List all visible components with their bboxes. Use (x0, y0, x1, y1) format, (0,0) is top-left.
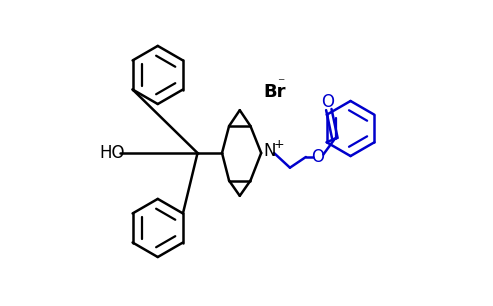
Text: +: + (274, 138, 284, 151)
Text: O: O (312, 148, 324, 166)
Text: N: N (264, 143, 276, 160)
Text: Br: Br (263, 83, 286, 101)
Text: ⁻: ⁻ (277, 76, 284, 90)
Text: HO: HO (100, 144, 125, 162)
Text: O: O (321, 93, 334, 111)
